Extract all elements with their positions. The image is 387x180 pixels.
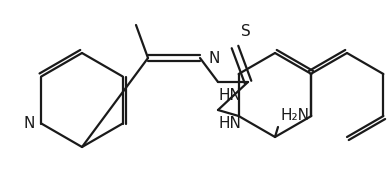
Text: N: N xyxy=(208,51,219,66)
Text: HN: HN xyxy=(219,116,242,131)
Text: S: S xyxy=(241,24,251,39)
Text: HN: HN xyxy=(219,88,242,103)
Text: H₂N: H₂N xyxy=(280,108,309,123)
Text: N: N xyxy=(24,116,35,131)
